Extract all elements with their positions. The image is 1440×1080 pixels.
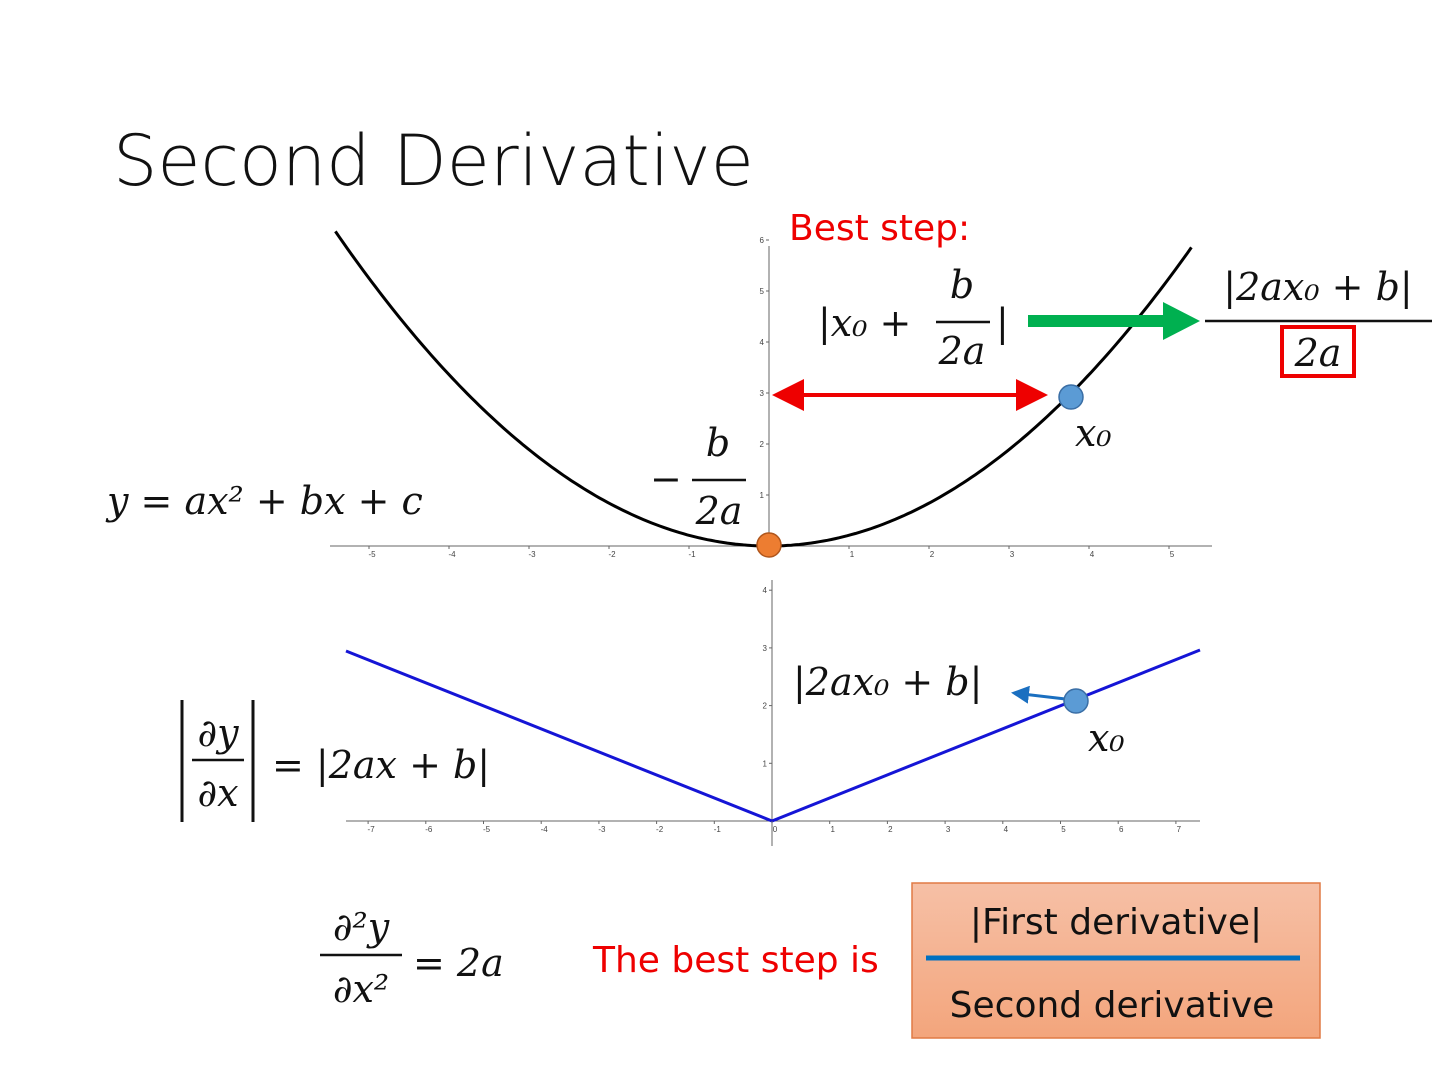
x-tick-label: 3 — [946, 825, 951, 834]
second-numerator: ∂²y — [333, 905, 390, 949]
point-annotation: |2ax₀ + b| — [793, 660, 982, 704]
point-x0 — [1058, 384, 1084, 410]
slide-title: Second Derivative — [113, 120, 754, 202]
x-tick-label: 4 — [1090, 550, 1095, 559]
y-tick-label: 3 — [760, 389, 765, 398]
x-tick-label: 6 — [1119, 825, 1124, 834]
second-denominator: ∂x² — [333, 967, 389, 1011]
vertex-denominator: 2a — [695, 489, 743, 533]
y-tick-label: 5 — [760, 287, 765, 296]
vertex-numerator: b — [706, 421, 730, 465]
x-tick-label: -4 — [541, 825, 549, 834]
x-tick-label: -1 — [688, 550, 696, 559]
point-label: x₀ — [1075, 411, 1112, 455]
x-tick-label: -6 — [425, 825, 433, 834]
x-tick-label: 4 — [1004, 825, 1009, 834]
deriv-right: = |2ax + b| — [272, 743, 490, 787]
conclusion-numerator: |First derivative| — [970, 902, 1262, 943]
x-tick-label: 1 — [850, 550, 855, 559]
x-tick-label: 5 — [1061, 825, 1066, 834]
x-tick-label: 0 — [773, 825, 778, 834]
x-tick-label: -2 — [656, 825, 664, 834]
second-right: = 2a — [413, 941, 504, 985]
parabola-equation: y = ax² + bx + c — [105, 479, 423, 523]
y-tick-label: 2 — [760, 440, 765, 449]
expr-denominator: 2a — [938, 329, 986, 373]
x-tick-label: -7 — [368, 825, 376, 834]
result-numerator: |2ax₀ + b| — [1223, 265, 1412, 309]
y-tick-label: 4 — [763, 586, 768, 595]
green-arrow-head — [1163, 302, 1200, 340]
y-tick-label: 3 — [763, 644, 768, 653]
bottom-plot: -7 -6 -5 -4 -3 -2 -1 0 1 2 3 4 5 6 7 1 2 3 4 — [345, 580, 1201, 846]
y-tick-label: 1 — [763, 759, 768, 768]
point-x0 — [1063, 688, 1089, 714]
deriv-denominator: ∂x — [197, 771, 238, 815]
y-tick-label: 6 — [760, 236, 765, 245]
x-tick-label: -4 — [448, 550, 456, 559]
expr-numerator: b — [950, 263, 974, 307]
vertex-minus: − — [650, 457, 682, 501]
expr-suffix: | — [996, 301, 1009, 345]
y-tick-label: 1 — [760, 491, 765, 500]
x-tick-label: 7 — [1177, 825, 1182, 834]
x-tick-label: 2 — [888, 825, 893, 834]
y-tick-label: 4 — [760, 338, 765, 347]
x-tick-label: 5 — [1170, 550, 1175, 559]
conclusion-denominator: Second derivative — [950, 985, 1275, 1026]
x-tick-label: -5 — [368, 550, 376, 559]
x-tick-label: 3 — [1010, 550, 1015, 559]
abs-derivative-line — [345, 648, 1201, 823]
vertex-point — [756, 532, 782, 558]
point-label: x₀ — [1088, 716, 1125, 760]
expr-prefix: |x₀ + — [818, 301, 911, 345]
y-tick-label: 2 — [763, 702, 768, 711]
highlight-box — [1280, 325, 1356, 378]
x-tick-label: -5 — [483, 825, 491, 834]
conclusion-label: The best step is — [592, 940, 879, 981]
x-tick-label: -1 — [714, 825, 722, 834]
deriv-numerator: ∂y — [197, 711, 239, 755]
x-tick-label: -3 — [528, 550, 536, 559]
x-tick-label: -3 — [598, 825, 606, 834]
x-tick-label: -2 — [608, 550, 616, 559]
best-step-label: Best step: — [789, 208, 970, 249]
x-tick-label: 1 — [830, 825, 835, 834]
x-tick-label: 2 — [930, 550, 935, 559]
result-denominator: 2a — [1294, 331, 1342, 375]
